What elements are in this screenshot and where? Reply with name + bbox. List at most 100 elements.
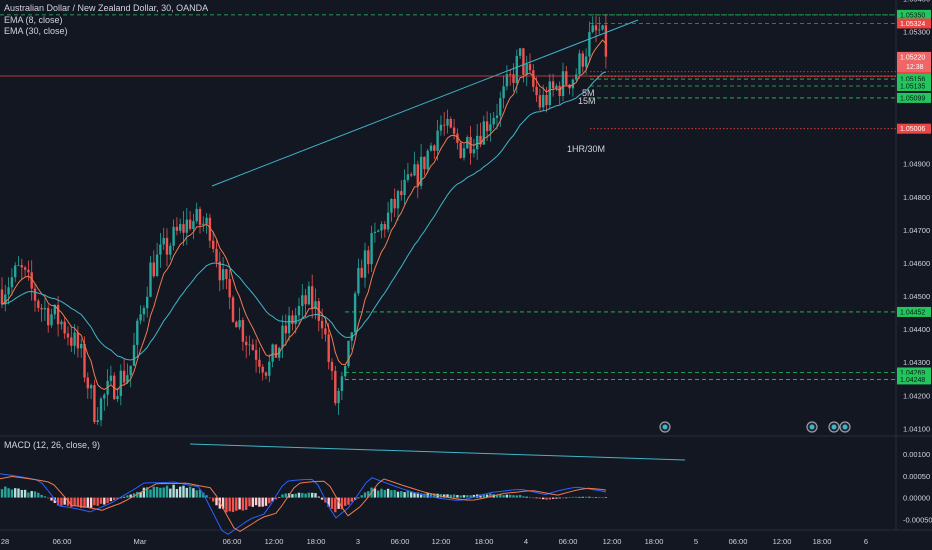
candle-body [459,142,462,158]
macd-hist-bar [63,497,66,505]
candle-body [152,262,155,277]
macd-hist-bar [311,492,314,498]
macd-hist-bar [433,493,436,498]
candle-body [221,269,225,281]
macd-hist-bar [179,486,182,498]
macd-hist-bar [159,487,162,498]
macd-hist-bar [155,486,159,498]
macd-hist-bar [93,497,96,506]
candle-body [10,277,14,288]
macd-hist-bar [551,497,555,499]
candle-body [575,74,578,80]
level-tag-bg [897,9,931,20]
macd-hist-bar [278,497,281,498]
macd-hist-bar [27,492,30,498]
candle-body [449,118,452,128]
macd-hist-bar [456,495,459,498]
economic-event-icon-core [662,424,668,430]
macd-hist-bar [459,495,462,498]
candle-body [185,219,188,233]
candle-body [218,261,221,281]
macd-hist-bar [535,497,538,499]
macd-hist-bar [565,497,568,499]
macd-hist-bar [538,497,542,499]
macd-hist-bar [221,497,225,509]
macd-hist-bar [172,484,175,498]
candle-body [429,145,433,151]
candle-body [578,53,581,75]
candle-body [146,296,149,309]
candle-body [363,250,367,278]
candle-body [33,288,37,301]
candle-body [165,237,169,255]
macd-hist-bar [73,497,76,506]
macd-hist-bar [215,497,218,506]
candle-body [353,293,357,333]
candle-body [205,217,208,224]
candle-body [367,250,370,265]
macd-hist-bar [99,497,103,504]
macd-hist-bar [152,486,155,498]
macd-hist-bar [337,497,340,509]
candle-body [413,164,416,176]
candle-body [522,48,525,75]
macd-hist-bar [598,496,601,498]
macd-hist-bar [4,486,7,498]
candle-body [228,279,231,298]
macd-hist-bar [238,497,241,510]
candle-body [14,265,17,278]
macd-hist-bar [56,497,60,506]
candle-body [311,286,314,310]
macd-hist-bar [482,493,485,498]
macd-hist-bar [70,497,73,507]
ema-slow-legend[interactable]: EMA (30, close) [4,26,68,36]
macd-hist-bar [505,494,509,498]
candle-body [400,191,403,196]
time-axis-tick: 18:00 [307,537,326,546]
macd-hist-bar [532,497,535,499]
macd-axis-tick: -0.00050 [903,515,932,524]
ema-fast-legend[interactable]: EMA (8, close) [4,15,63,25]
macd-legend[interactable]: MACD (12, 26, close, 9) [4,440,101,450]
candle-body [264,372,268,376]
candle-body [195,208,198,222]
level-tag-label: 1.05006 [900,126,925,133]
macd-hist-bar [162,487,165,498]
candle-body [320,320,324,329]
macd-axis-tick: 0.00050 [903,472,930,481]
macd-hist-bar [119,497,122,499]
macd-hist-bar [495,494,499,498]
candle-body [499,98,502,116]
candle-body [76,332,80,349]
candle-body [7,287,10,295]
macd-hist-bar [30,491,33,498]
candle-body [446,118,449,126]
candle-body [489,124,492,132]
candle-body [565,71,568,85]
candle-body [231,297,235,322]
level-tag-label: 1.04452 [900,309,925,316]
rising-trendline [211,19,639,187]
candle-body [324,328,327,335]
macd-hist-bar [380,488,383,498]
macd-hist-bar [182,485,185,498]
macd-hist-bar [132,493,136,498]
candle-body [515,55,518,83]
macd-hist-bar [327,497,330,507]
macd-hist-bar [377,490,380,498]
macd-hist-bar [584,496,588,498]
candle-body [469,137,472,154]
macd-hist-bar [400,491,403,498]
macd-hist-bar [33,491,37,498]
macd-hist-bar [367,491,370,498]
macd-hist-bar [502,495,505,498]
time-axis-tick: 12:00 [603,537,622,546]
candle-body [248,344,251,346]
candle-body [192,221,195,229]
candle-body [439,124,443,131]
candle-body [291,315,294,324]
candle-body [294,315,297,324]
candle-body [93,385,96,423]
candle-body [581,53,584,67]
